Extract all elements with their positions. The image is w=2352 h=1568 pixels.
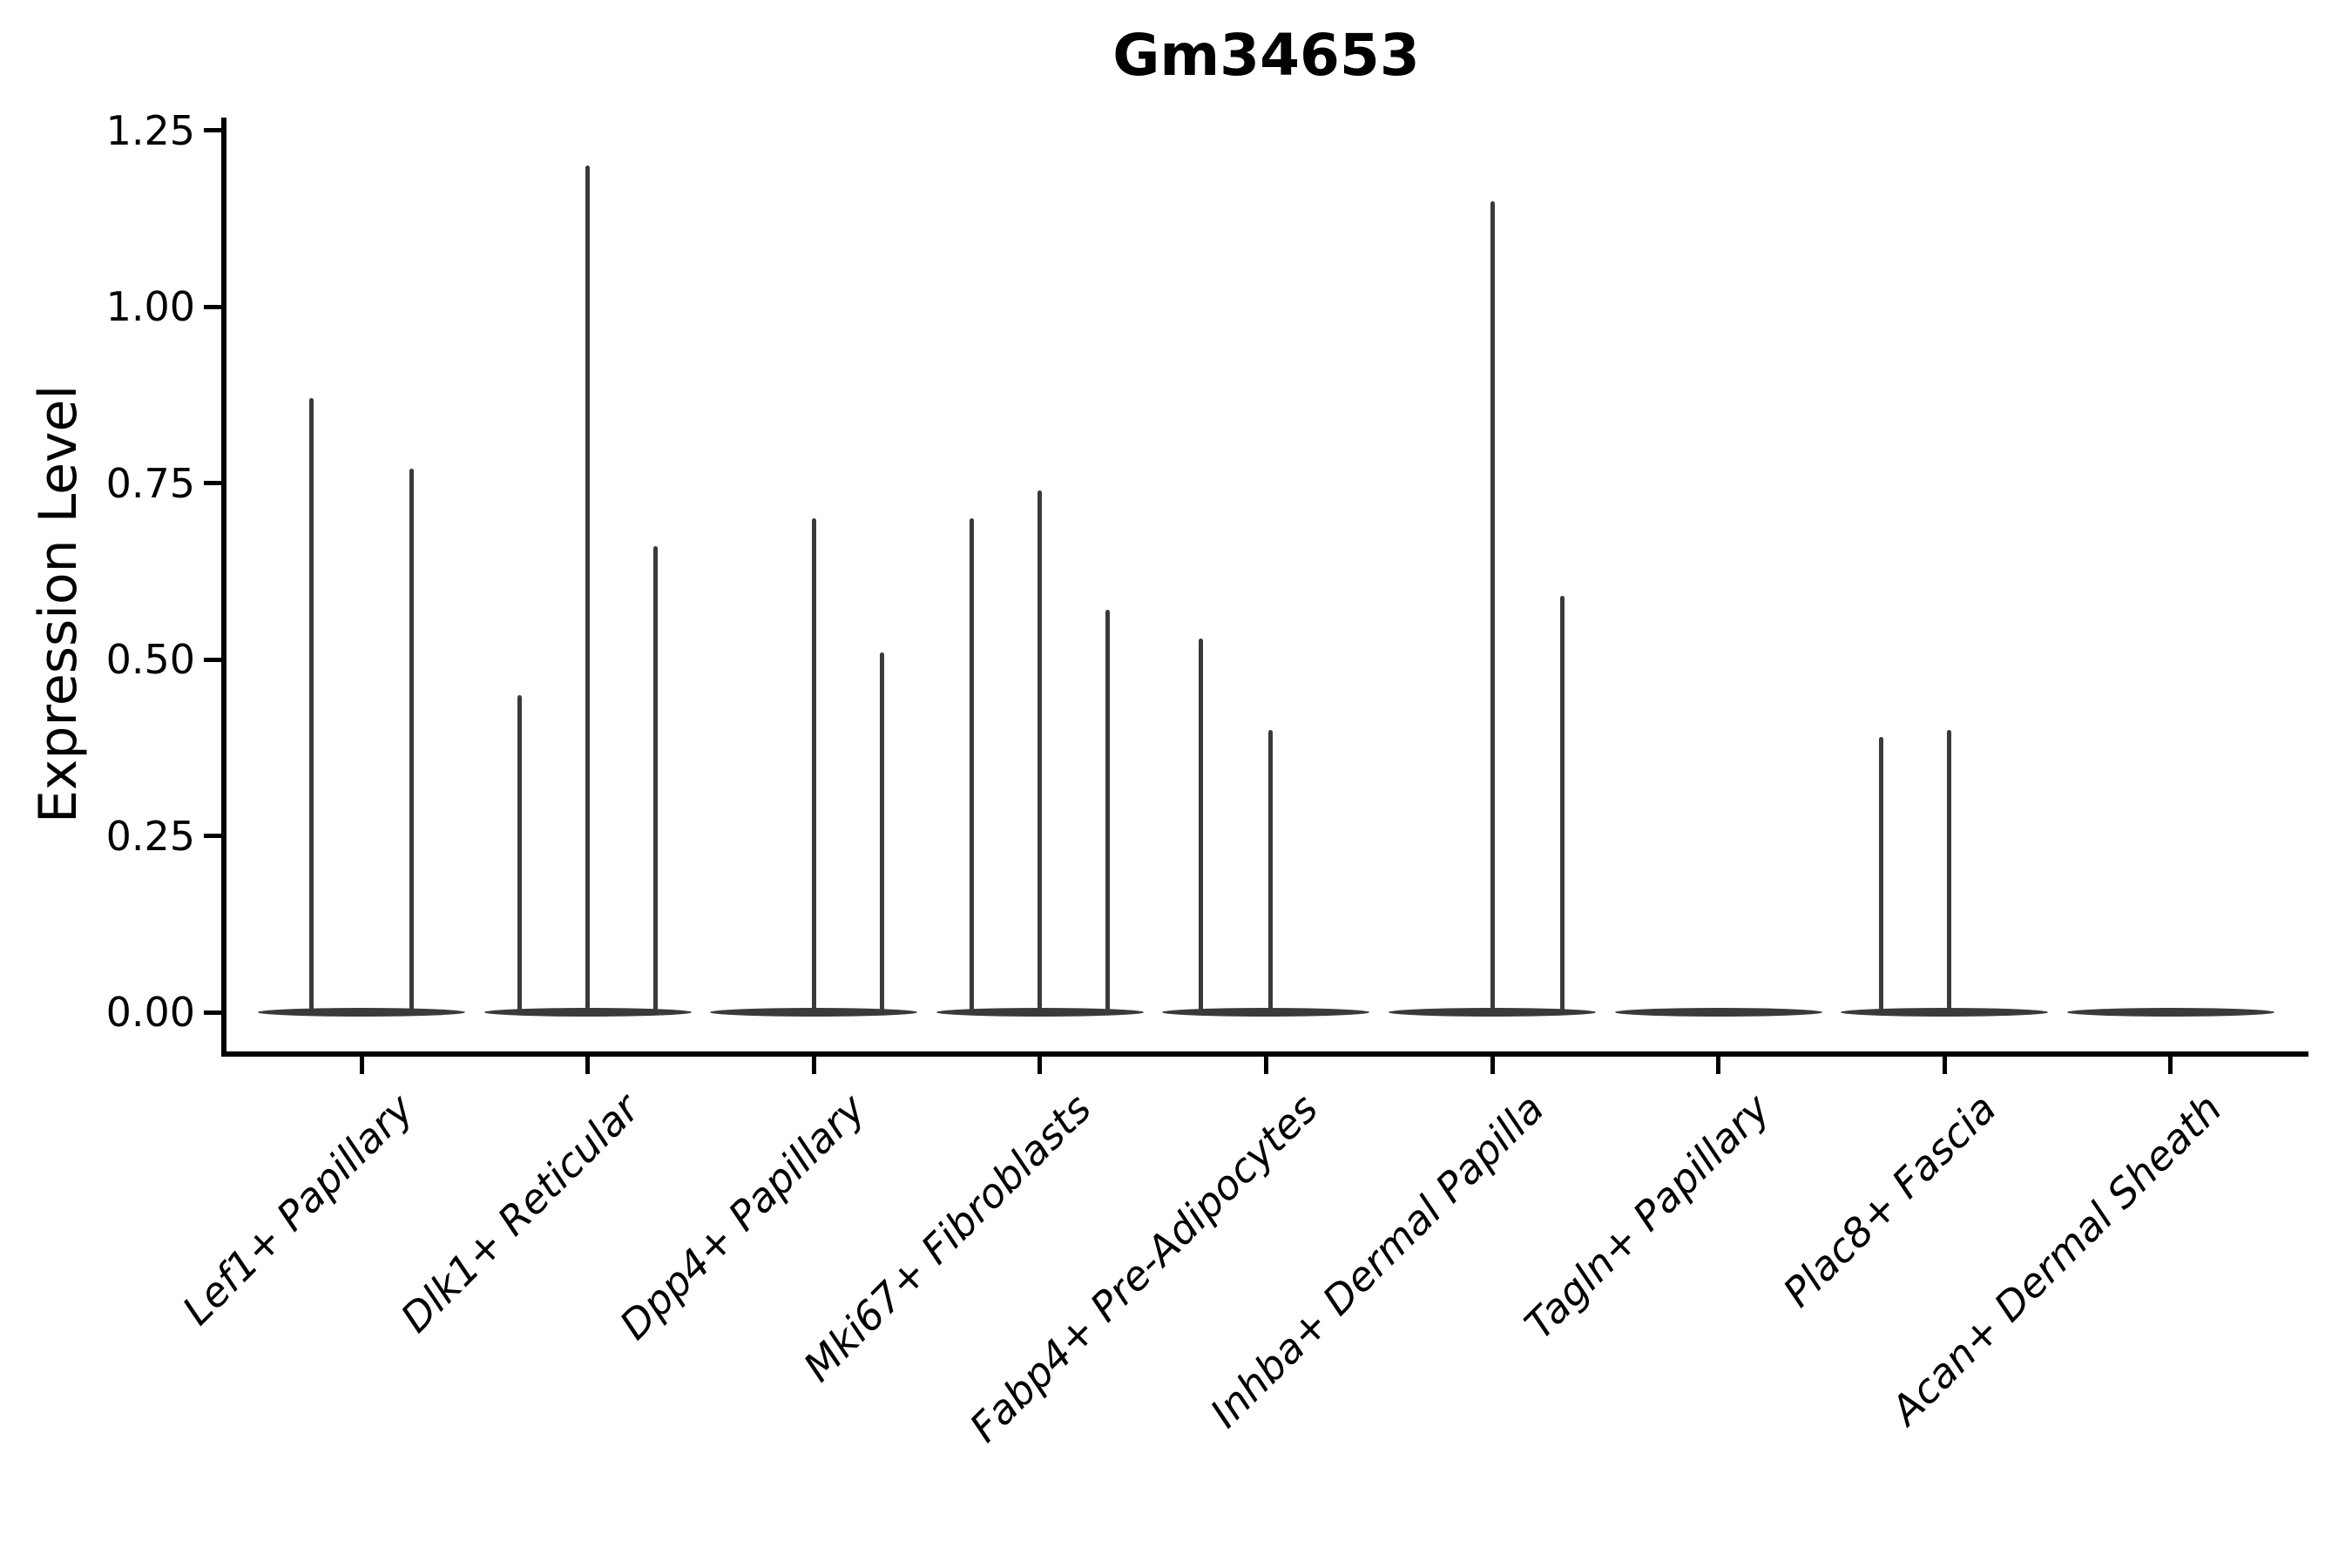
- y-tick-label: 1.25: [105, 106, 195, 154]
- y-axis-tick: [204, 1010, 221, 1015]
- violin-spike: [1559, 596, 1565, 1012]
- violin-spike: [1268, 730, 1274, 1012]
- violin-baseline: [1614, 1008, 1822, 1017]
- x-axis-tick: [1263, 1057, 1268, 1074]
- x-axis-tick: [1037, 1057, 1043, 1074]
- x-tick-label: Plac8+ Fascia: [1774, 1085, 2005, 1316]
- violin-spike: [879, 652, 884, 1012]
- violin-spike: [585, 166, 591, 1012]
- y-tick-label: 0.25: [105, 812, 195, 860]
- y-tick-label: 0.50: [105, 636, 195, 683]
- y-axis-spine: [221, 118, 226, 1057]
- y-axis-tick: [204, 834, 221, 838]
- violin-spike: [1946, 730, 1951, 1012]
- x-axis-tick: [1716, 1057, 1721, 1074]
- y-tick-label: 0.75: [105, 459, 195, 507]
- violin-spike: [309, 398, 314, 1012]
- y-axis-tick: [204, 481, 221, 485]
- violin-baseline: [1841, 1008, 2049, 1017]
- y-tick-label: 1.00: [105, 283, 195, 330]
- x-axis-tick: [1490, 1057, 1495, 1074]
- violin-spike: [1037, 490, 1043, 1012]
- violin-baseline: [710, 1008, 918, 1017]
- x-axis-tick: [585, 1057, 591, 1074]
- violin-baseline: [1162, 1008, 1370, 1017]
- x-axis-tick: [2168, 1057, 2173, 1074]
- y-axis-tick: [204, 128, 221, 132]
- violin-spike: [1105, 610, 1111, 1012]
- x-axis-spine: [221, 1051, 2308, 1057]
- y-tick-label: 0.00: [105, 989, 195, 1036]
- x-axis-tick: [811, 1057, 816, 1074]
- violin-baseline: [1389, 1008, 1596, 1017]
- x-tick-label: Dpp4+ Papillary: [611, 1085, 875, 1348]
- violin-spike: [1879, 737, 1883, 1012]
- violin-spike: [517, 694, 523, 1012]
- x-axis-tick: [359, 1057, 364, 1074]
- plot-title: Gm34653: [1112, 22, 1420, 89]
- x-tick-label: Tagln+ Papillary: [1515, 1085, 1780, 1348]
- violin-baseline: [483, 1008, 692, 1017]
- violin-spike: [652, 546, 658, 1012]
- violin-spike: [811, 518, 816, 1012]
- y-axis-tick: [204, 304, 221, 309]
- violin-spike: [1198, 638, 1203, 1012]
- x-tick-label: Lef1+ Papillary: [172, 1085, 422, 1335]
- y-axis-label: Expression Level: [28, 384, 89, 823]
- violin-spike: [409, 469, 414, 1012]
- violin-spike: [970, 518, 975, 1012]
- violin-baseline: [2066, 1008, 2274, 1017]
- x-axis-tick: [1942, 1057, 1947, 1074]
- y-axis-tick: [204, 657, 221, 662]
- violin-baseline: [936, 1008, 1144, 1017]
- violin-spike: [1490, 200, 1495, 1012]
- x-tick-label: Dlk1+ Reticular: [391, 1085, 649, 1342]
- violin-baseline: [258, 1008, 465, 1017]
